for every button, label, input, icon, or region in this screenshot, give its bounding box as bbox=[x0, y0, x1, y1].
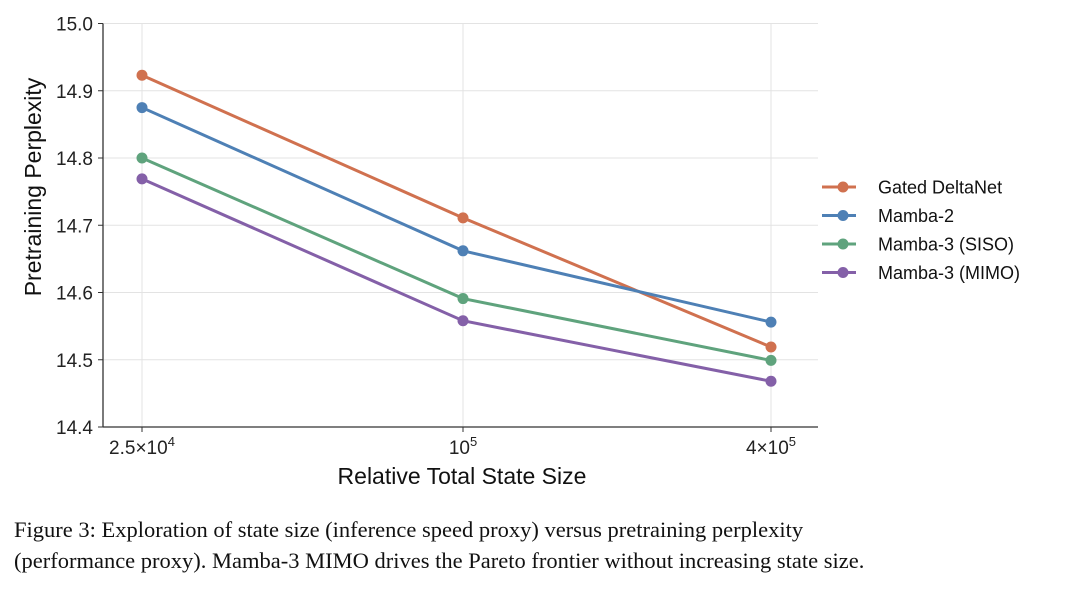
legend-item: Gated DeltaNet bbox=[822, 178, 1002, 198]
y-tick-label: 14.8 bbox=[56, 149, 93, 170]
line-chart: 14.414.514.614.714.814.915.02.5×104 105 4×… bbox=[20, 15, 1020, 490]
series-mamba-3-siso- bbox=[136, 152, 777, 366]
data-point bbox=[136, 69, 148, 81]
x-tick-exponent: 5 bbox=[470, 434, 477, 449]
legend-item: Mamba-2 bbox=[822, 206, 954, 226]
legend-swatch-marker bbox=[837, 238, 849, 250]
x-tick-exponent: 4 bbox=[168, 434, 175, 449]
data-point bbox=[457, 293, 469, 305]
y-tick-label: 14.5 bbox=[56, 351, 93, 372]
legend-label: Mamba-3 (MIMO) bbox=[878, 263, 1020, 283]
x-tick-label: 105 bbox=[449, 434, 477, 459]
x-tick-label: 2.5×104 bbox=[109, 434, 175, 459]
series-mamba-2 bbox=[136, 102, 777, 328]
legend-item: Mamba-3 (SISO) bbox=[822, 235, 1014, 255]
x-axis-label: Relative Total State Size bbox=[338, 463, 587, 489]
series-gated-deltanet bbox=[136, 69, 777, 353]
legend-label: Gated DeltaNet bbox=[878, 178, 1002, 198]
caption-line-2: (performance proxy). Mamba-3 MIMO drives… bbox=[14, 548, 865, 573]
series-group bbox=[136, 69, 777, 387]
series-mamba-3-mimo- bbox=[136, 173, 777, 387]
y-axis-label: Pretraining Perplexity bbox=[20, 77, 46, 296]
series-line bbox=[141, 73, 772, 349]
legend-swatch-marker bbox=[837, 210, 849, 221]
axes: 14.414.514.614.714.814.915.02.5×104 105 4×… bbox=[56, 15, 818, 459]
figure-caption: Figure 3: Exploration of state size (inf… bbox=[14, 514, 1066, 576]
data-point bbox=[136, 102, 148, 114]
caption-line-1: Figure 3: Exploration of state size (inf… bbox=[14, 517, 804, 542]
data-point bbox=[765, 375, 777, 387]
legend-item: Mamba-3 (MIMO) bbox=[822, 263, 1020, 283]
x-tick-label: 4×105 bbox=[746, 434, 796, 459]
data-point bbox=[765, 354, 777, 366]
data-point bbox=[136, 152, 148, 164]
x-tick-base: 4×10 bbox=[746, 438, 789, 459]
y-tick-label: 14.7 bbox=[56, 216, 93, 237]
data-point bbox=[457, 245, 469, 257]
legend-swatch-marker bbox=[837, 267, 849, 278]
y-tick-label: 14.9 bbox=[56, 82, 93, 103]
data-point bbox=[765, 316, 777, 328]
legend-swatch-marker bbox=[837, 181, 849, 193]
x-tick-exponent: 5 bbox=[789, 434, 796, 449]
legend-label: Mamba-2 bbox=[878, 206, 954, 226]
x-tick-base: 2.5×10 bbox=[109, 438, 168, 459]
y-tick-label: 14.4 bbox=[56, 418, 93, 439]
series-line bbox=[141, 177, 772, 383]
x-tick-base: 10 bbox=[449, 438, 470, 459]
series-line bbox=[141, 156, 772, 362]
data-point bbox=[457, 315, 469, 327]
y-tick-label: 14.6 bbox=[56, 284, 93, 305]
data-point bbox=[136, 173, 148, 185]
y-tick-label: 15.0 bbox=[56, 15, 93, 36]
data-point bbox=[765, 341, 777, 353]
legend: Gated DeltaNet Mamba-2 Mamba-3 (SISO) Mamba… bbox=[822, 178, 1020, 283]
data-point bbox=[457, 212, 469, 224]
legend-label: Mamba-3 (SISO) bbox=[878, 235, 1014, 255]
grid bbox=[103, 23, 818, 428]
